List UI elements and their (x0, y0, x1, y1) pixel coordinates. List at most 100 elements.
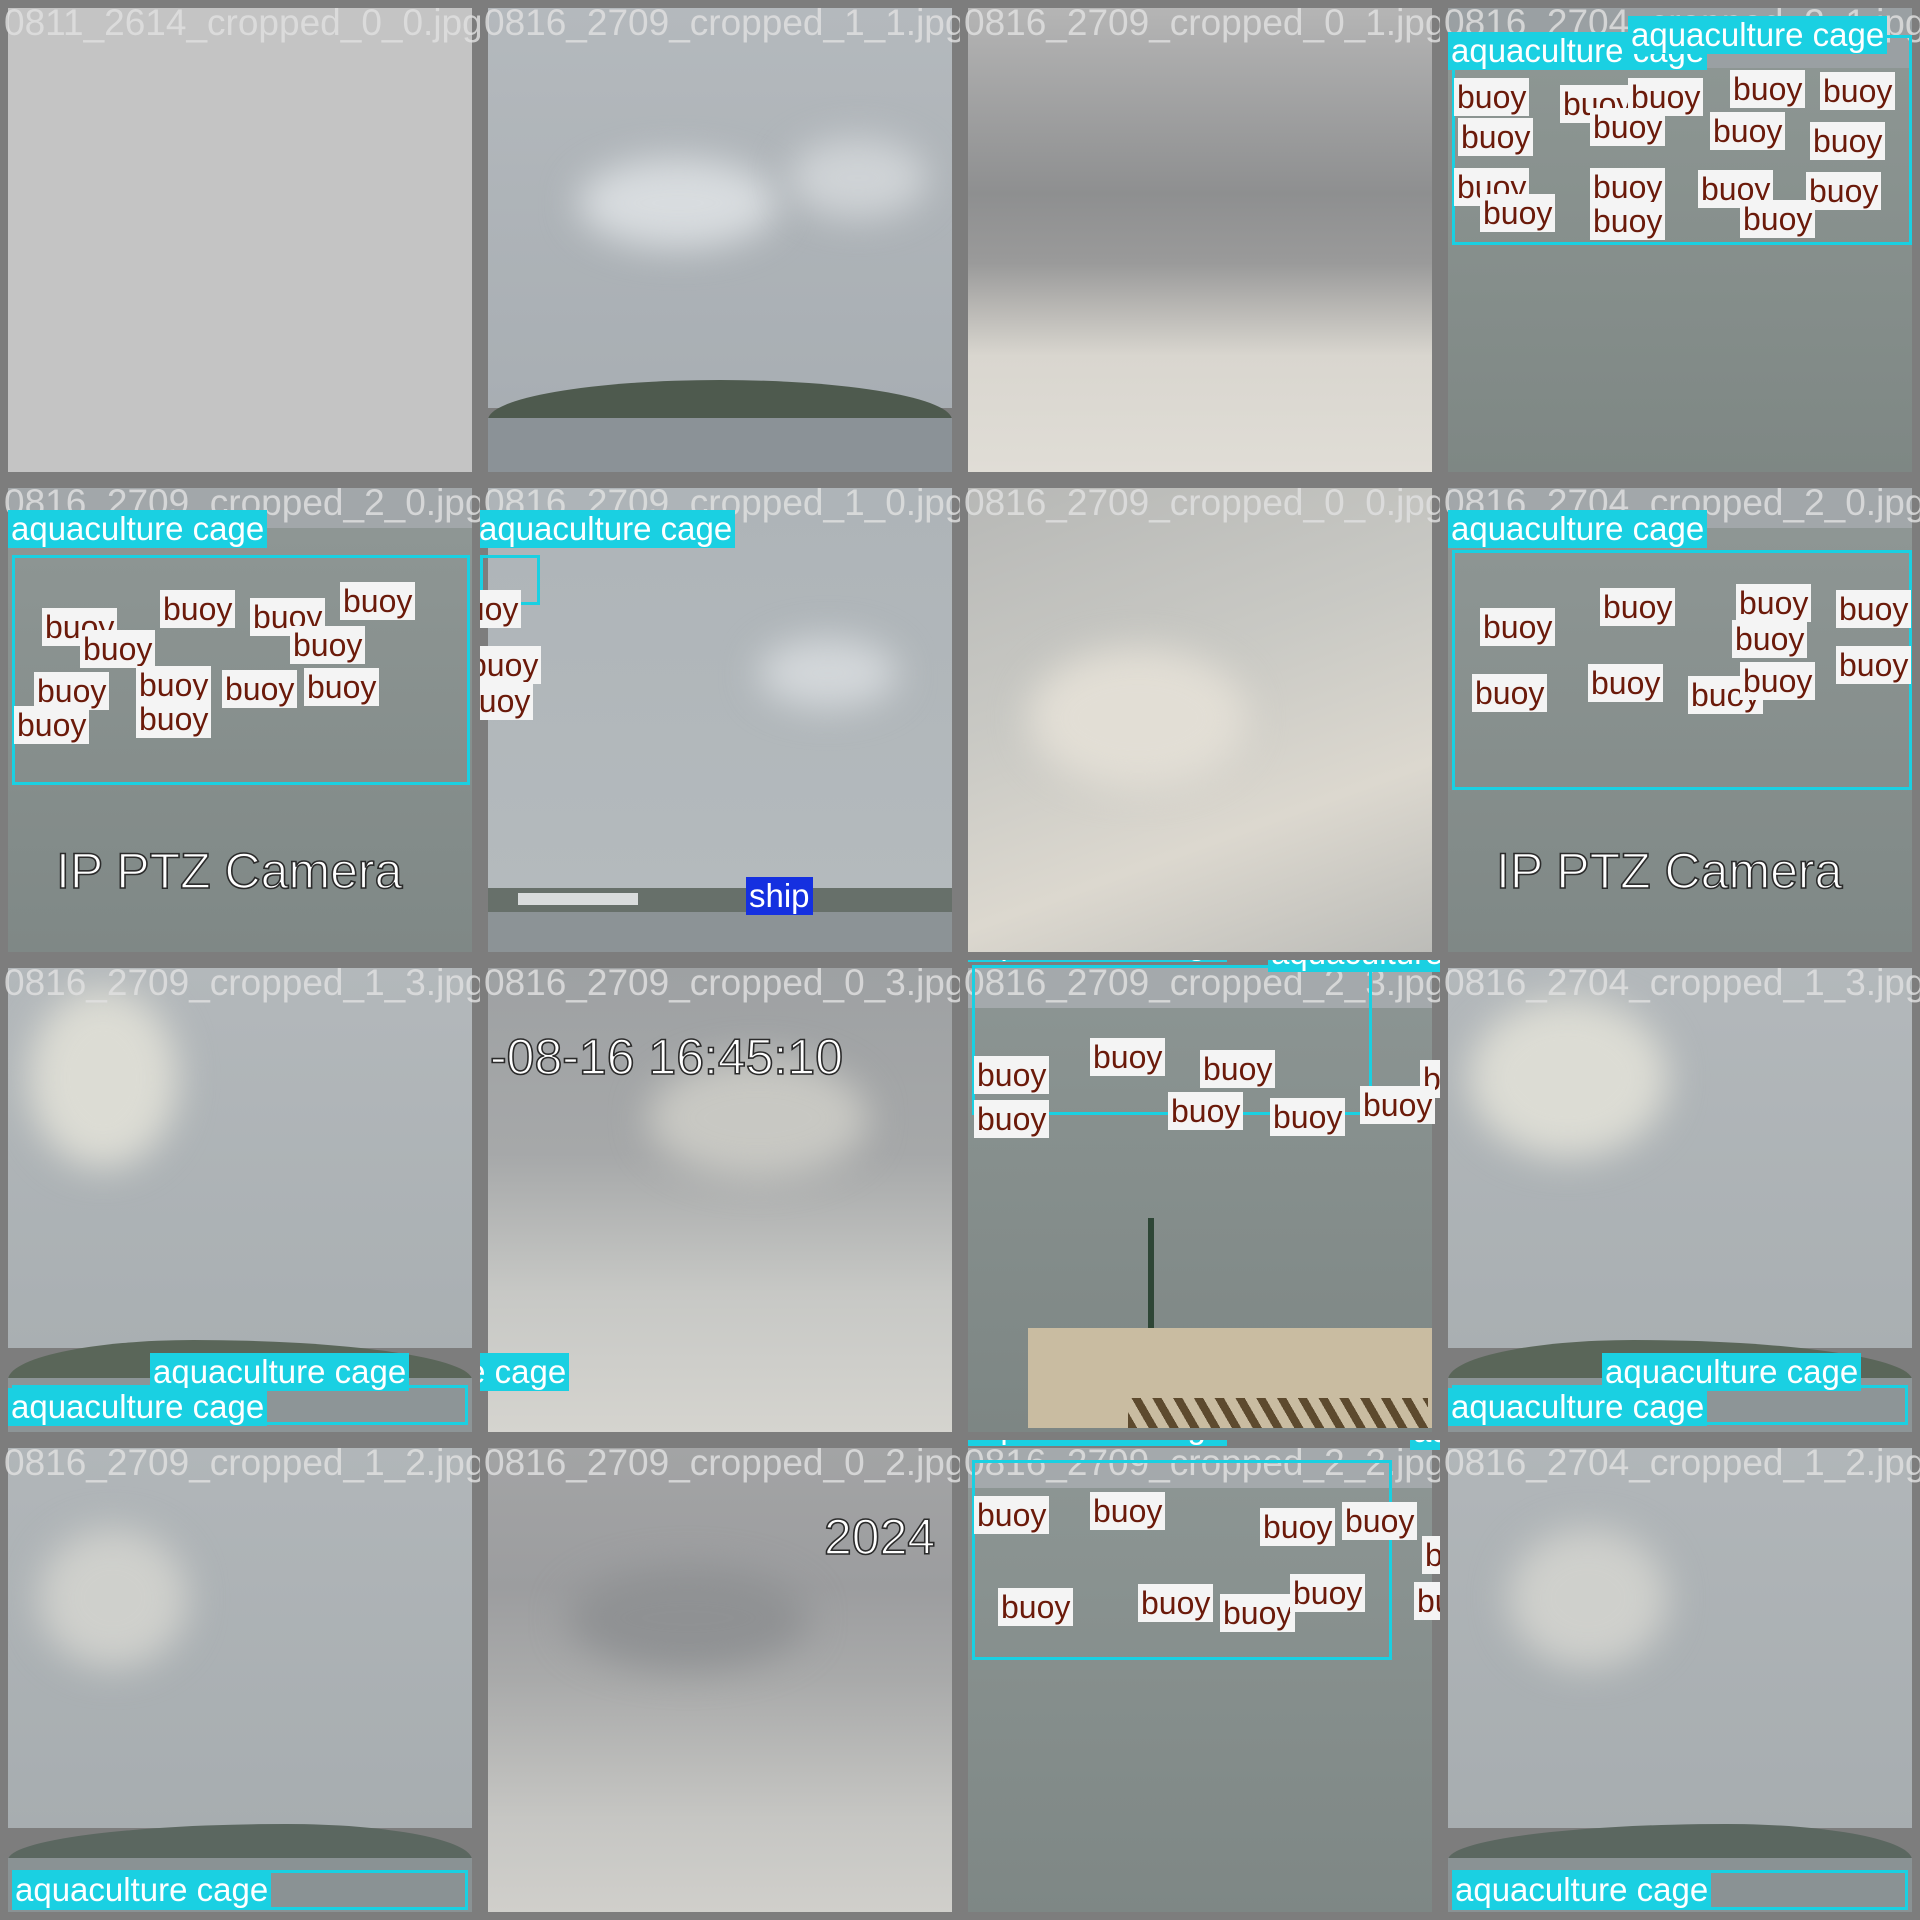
tile-9: 0816_2709_cropped_1_3.jpg aquaculture ca… (0, 960, 480, 1440)
buoy-label: buoy (1480, 608, 1556, 646)
tile-filename: 0816_2709_cropped_0_0.jpg (964, 482, 1440, 523)
buoy-label: buoy (1740, 662, 1816, 700)
buoy-label: buoy (1220, 1594, 1296, 1632)
buoy-label: buoy (80, 630, 156, 668)
buoy-label: buoy (1590, 168, 1666, 206)
cage-box (972, 1460, 1392, 1660)
cage-label: aquaculture cage (480, 1353, 570, 1391)
buoy-label: buoy (480, 646, 542, 684)
tile-image (968, 488, 1432, 952)
tile-filename: 0816_2704_cropped_1_2.jpg (1444, 1442, 1920, 1483)
buoy-label: buoy (1290, 1574, 1366, 1612)
buoy-label: buoy (14, 706, 90, 744)
buoy-label: buoy (998, 1588, 1074, 1626)
tile-image (8, 1448, 472, 1912)
buoy-label: buoy (340, 582, 416, 620)
buoy-label: buoy (1414, 1582, 1440, 1620)
cage-label: aquaculture cage (480, 510, 736, 548)
buoy-label: buoy (34, 672, 110, 710)
tile-12: 0816_2704_cropped_1_3.jpg aquaculture ca… (1440, 960, 1920, 1440)
tile-image (1448, 1448, 1912, 1912)
buoy-label: buoy (974, 1496, 1050, 1534)
buoy-label: buoy (974, 1100, 1050, 1138)
buoy-label: buoy (1422, 1536, 1440, 1574)
tile-image (488, 488, 952, 952)
buoy-label: buoy (480, 590, 522, 628)
buoy-label: buoy (1168, 1092, 1244, 1130)
buoy-label: buoy (1480, 194, 1556, 232)
tile-8: 0816_2704_cropped_2_0.jpg IP PTZ Camera … (1440, 480, 1920, 960)
cage-label: aquaculture cage (1448, 510, 1708, 548)
tile-13: 0816_2709_cropped_1_2.jpg aquaculture ca… (0, 1440, 480, 1920)
cage-label: aquaculture cage (1448, 1388, 1708, 1426)
tile-5: 0816_2709_cropped_2_0.jpg IP PTZ Camera … (0, 480, 480, 960)
buoy-label: buoy (160, 590, 236, 628)
buoy-label: buoy (1732, 620, 1808, 658)
tile-image (968, 8, 1432, 472)
tile-10: 0816_2709_cropped_0_3.jpg -08-16 16:45:1… (480, 960, 960, 1440)
tile-filename: 0816_2709_cropped_0_3.jpg (484, 962, 960, 1003)
tile-11: 0816_2709_cropped_2_3.jpg aquaculture ca… (960, 960, 1440, 1440)
buoy-label: buoy (290, 626, 366, 664)
cage-label: aquaculture cage (968, 960, 1228, 962)
buoy-label: buoy (1710, 112, 1786, 150)
buoy-label: buoy (1836, 590, 1912, 628)
tile-filename: 0816_2704_cropped_1_3.jpg (1444, 962, 1920, 1003)
cage-label: aquaculture cage (1602, 1353, 1862, 1391)
buoy-label: buoy (1138, 1584, 1214, 1622)
ship-label: ship (746, 877, 813, 915)
buoy-label: buoy (1600, 588, 1676, 626)
camera-overlay-text: IP PTZ Camera (55, 842, 403, 900)
buoy-label: buoy (1458, 118, 1534, 156)
buoy-label: buoy (1820, 72, 1896, 110)
buoy-label: buoy (1472, 674, 1548, 712)
tile-7: 0816_2709_cropped_0_0.jpg (960, 480, 1440, 960)
cage-label: aquaculture cage (8, 1388, 268, 1426)
year-overlay-text: 2024 (823, 1508, 936, 1566)
buoy-label: buoy (1810, 122, 1886, 160)
tile-filename: 0816_2709_cropped_1_2.jpg (4, 1442, 480, 1483)
cage-label: aquaculture cage (968, 1440, 1228, 1446)
tile-image (488, 8, 952, 472)
cage-label: aquaculture cage (1628, 16, 1888, 54)
tile-image (488, 1448, 952, 1912)
tile-filename: 0816_2709_cropped_1_1.jpg (484, 2, 960, 43)
buoy-label: buoy (1730, 70, 1806, 108)
buoy-label: buoy (480, 682, 534, 720)
buoy-label: buoy (1270, 1098, 1346, 1136)
tile-image (8, 8, 472, 472)
tile-16: 0816_2704_cropped_1_2.jpg aquaculture ca… (1440, 1440, 1920, 1920)
cage-box (12, 555, 470, 785)
buoy-label: buoy (136, 700, 212, 738)
tile-14: 0816_2709_cropped_0_2.jpg 2024 (480, 1440, 960, 1920)
buoy-label: buoy (974, 1056, 1050, 1094)
tile-filename: 0811_2614_cropped_0_0.jpg (4, 2, 480, 43)
cage-label: aquaculture cage (1410, 1440, 1440, 1450)
tile-image (968, 1448, 1432, 1912)
tile-1: 0811_2614_cropped_0_0.jpg (0, 0, 480, 480)
tile-filename: 0816_2709_cropped_1_3.jpg (4, 962, 480, 1003)
timestamp-overlay-text: -08-16 16:45:10 (489, 1028, 844, 1086)
buoy-label: buoy (1736, 584, 1812, 622)
tile-2: 0816_2709_cropped_1_1.jpg (480, 0, 960, 480)
buoy-label: buoy (222, 670, 298, 708)
buoy-label: buoy (1590, 202, 1666, 240)
buoy-label: buoy (1806, 172, 1882, 210)
cage-label: aquaculture cage (1268, 960, 1440, 972)
buoy-label: buoy (1590, 108, 1666, 146)
tile-15: 0816_2709_cropped_2_2.jpg aquaculture ca… (960, 1440, 1440, 1920)
buoy-label: buoy (304, 668, 380, 706)
buoy-label: buoy (1454, 78, 1530, 116)
tile-filename: 0816_2709_cropped_0_1.jpg (964, 2, 1440, 43)
tile-6: 0816_2709_cropped_1_0.jpg aquaculture ca… (480, 480, 960, 960)
buoy-label: buoy (1260, 1508, 1336, 1546)
cage-label: aquaculture cage (8, 510, 268, 548)
buoy-label: buoy (1200, 1050, 1276, 1088)
cage-label: aquaculture cage (150, 1353, 410, 1391)
buoy-label: buoy (1342, 1502, 1418, 1540)
buoy-label: buoy (136, 666, 212, 704)
buoy-label: buoy (1090, 1492, 1166, 1530)
buoy-label: buoy (1090, 1038, 1166, 1076)
cage-label: aquaculture cage (1452, 1871, 1712, 1909)
